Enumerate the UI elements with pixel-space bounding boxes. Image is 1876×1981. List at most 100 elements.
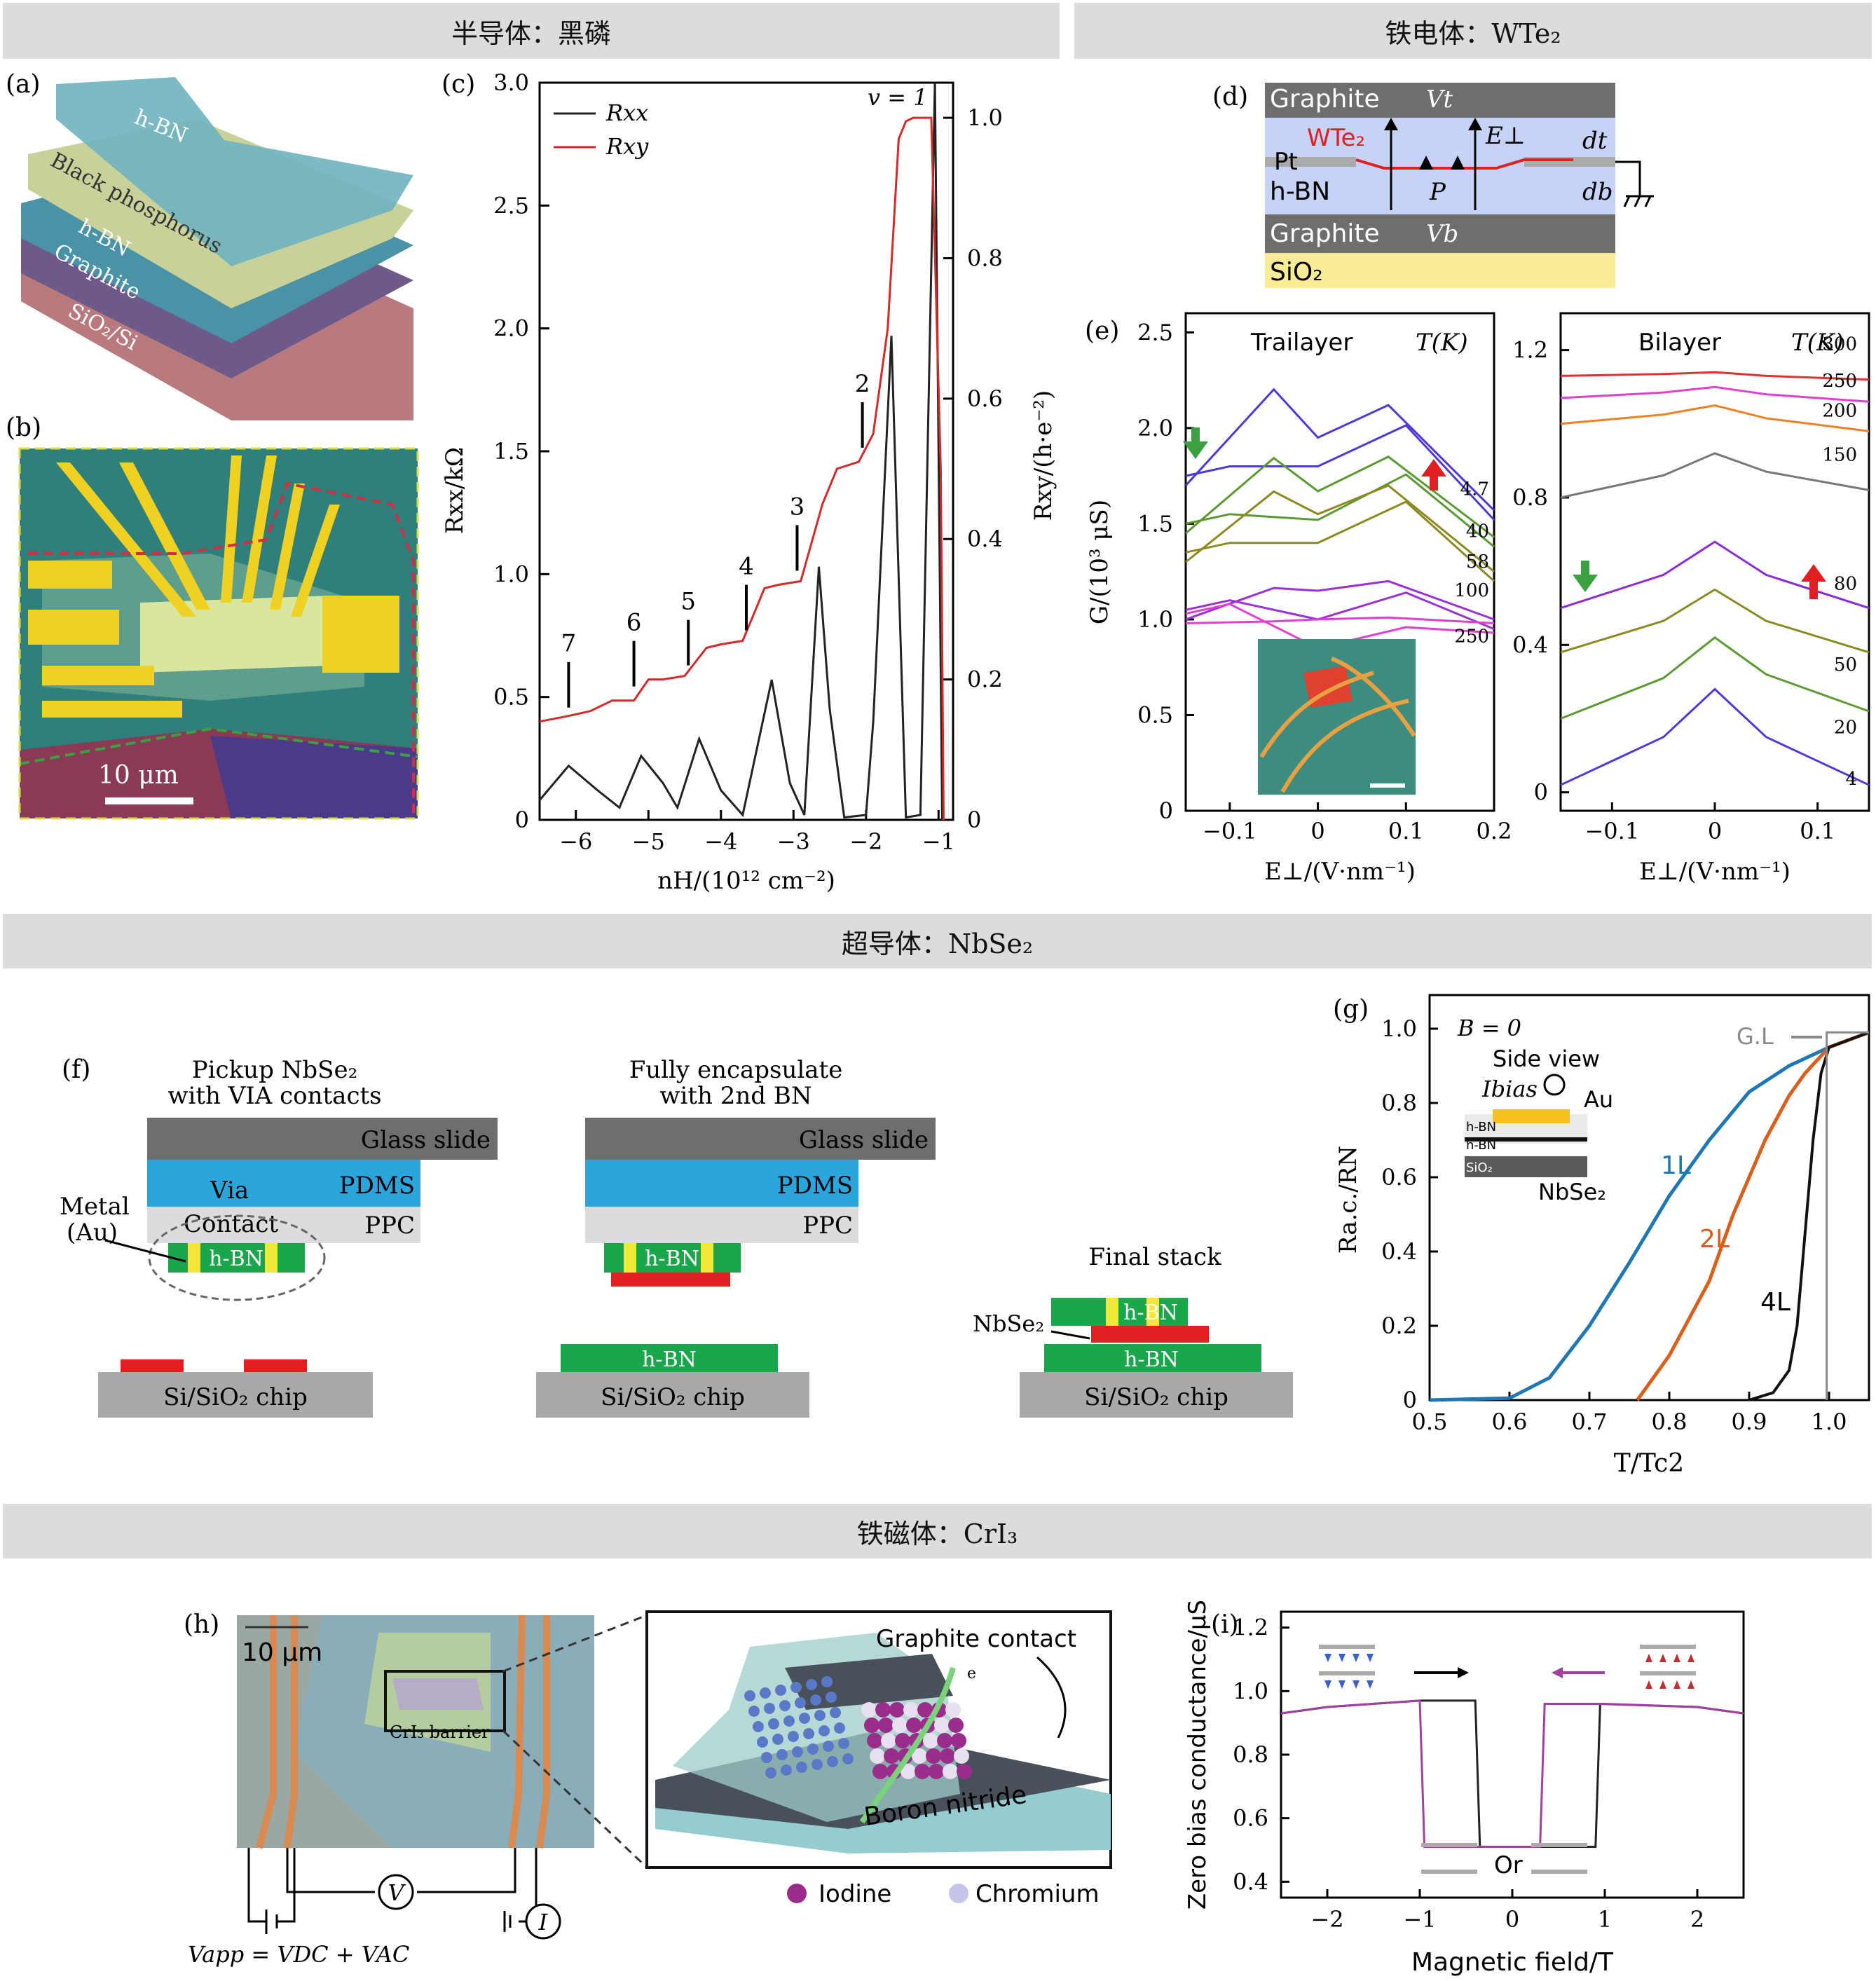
voltmeter-icon	[378, 1874, 414, 1910]
section-title: 半导体：黑磷	[451, 18, 611, 49]
iodine-atom	[870, 1748, 885, 1764]
series-sweep-up	[1280, 1699, 1744, 1848]
ppc-label-1: PPC	[364, 1212, 415, 1240]
via-label: Via	[210, 1177, 249, 1205]
x-tick-label: −6	[559, 828, 592, 855]
antiparallel-config-b-icon	[1531, 1843, 1587, 1874]
panel-label-a: (a)	[6, 70, 41, 99]
chromium-atom	[830, 1707, 841, 1718]
nbse2-final-label: NbSe₂	[973, 1310, 1044, 1337]
iodine-atom	[912, 1748, 927, 1764]
outline-green	[19, 727, 418, 765]
label-temperature-left: T(K)	[1416, 329, 1468, 357]
label-graphite-contact: Graphite contact	[876, 1625, 1076, 1653]
iodine-atom	[875, 1702, 891, 1718]
legend-iodine-label: Iodine	[819, 1880, 891, 1908]
filling-label: 6	[627, 609, 642, 637]
label-eperp: E⊥	[1485, 122, 1526, 150]
sio2-layer	[1265, 253, 1615, 288]
temperature-label: 300	[1822, 334, 1857, 355]
iodine-atom	[895, 1733, 910, 1748]
curve-100	[1185, 580, 1495, 621]
iodine-atom	[934, 1718, 950, 1733]
chromium-atom	[790, 1682, 802, 1693]
y-tick-label: 0.5	[493, 684, 529, 711]
y-tick-label: 3.0	[493, 69, 529, 96]
crystal-atoms	[744, 1676, 972, 1779]
label-or: Or	[1494, 1851, 1523, 1879]
curve-250	[1560, 385, 1870, 403]
panel-c-chart: 00.51.01.52.02.53.0 00.20.40.60.81.0 −6−…	[441, 69, 1057, 895]
y-tick-label: 1.5	[1137, 510, 1173, 537]
y-tick-label: 0	[1534, 779, 1548, 806]
hbn-bottom-label-2: h-BN	[642, 1348, 697, 1372]
label-temperature-right: T(K)	[1791, 329, 1844, 357]
iodine-atom	[872, 1764, 888, 1779]
panel-label-f: (f)	[62, 1055, 90, 1084]
scale-label-h: 10 μm	[242, 1638, 322, 1667]
i-y-ticks: 0.4 0.6 0.8 1.0 1.2	[1233, 1615, 1289, 1895]
left-y-ticks: 0 0.5 1.0 1.5 2.0 2.5	[1137, 319, 1194, 824]
hbn-top-final-label: h-BN	[1123, 1301, 1178, 1325]
x-tick-label: 2	[1690, 1906, 1704, 1933]
temperature-label: 4	[1845, 769, 1857, 790]
ppc-1	[147, 1207, 420, 1243]
inset-scale-bar	[1370, 783, 1405, 788]
series-4l-line	[1748, 1031, 1870, 1401]
chromium-atom	[792, 1746, 803, 1757]
electrodes-h	[256, 1615, 550, 1849]
iodine-atom	[901, 1764, 916, 1779]
y-axis-ticks: 0 0.5 1.0 1.5 2.0 2.5 3.0	[493, 69, 549, 833]
pdms-label-2: PDMS	[777, 1172, 853, 1200]
hbn-bottom-2	[561, 1344, 778, 1372]
graphite-bottom-layer	[1265, 214, 1615, 253]
hbn-top-layer	[56, 77, 413, 266]
nbse2-pointer	[1050, 1330, 1090, 1340]
zoom-box	[384, 1670, 506, 1732]
x-tick-label: 0.1	[1388, 818, 1424, 844]
temperature-label: 80	[1834, 573, 1857, 594]
x-tick-label: −5	[632, 828, 665, 855]
ground-icon	[1623, 195, 1654, 207]
iodine-atom	[951, 1733, 966, 1748]
electron-label: e	[967, 1665, 976, 1682]
iodine-atom	[915, 1764, 930, 1779]
label-wte2: WTe₂	[1307, 124, 1365, 152]
label-vapp: Vapp = VDC + VAC	[188, 1941, 409, 1968]
label-dt: dt	[1582, 127, 1608, 155]
chromium-atom	[842, 1753, 854, 1764]
glass-slide-1	[147, 1118, 498, 1160]
ppc-label-2: PPC	[802, 1212, 853, 1240]
inset-sio2-label: SiO₂	[1466, 1160, 1493, 1175]
glass-label-2: Glass slide	[799, 1126, 929, 1154]
final-stack-title: Final stack	[1088, 1243, 1221, 1271]
x-tick-label: 1.0	[1812, 1408, 1847, 1435]
temperature-label: 4.7	[1460, 479, 1489, 500]
y-tick-label: 2.0	[1137, 415, 1173, 441]
label-au: Au	[1584, 1086, 1613, 1113]
temperature-label: 250	[1454, 626, 1489, 647]
chip-3	[1020, 1372, 1293, 1418]
panel-f-process: Pickup NbSe₂ with VIA contacts Glass sli…	[60, 1056, 1293, 1418]
legend-rxx-label: Rxx	[605, 100, 648, 126]
chromium-atom	[772, 1734, 783, 1745]
nbse2-flake-b	[244, 1359, 307, 1372]
curve-200	[1560, 404, 1870, 432]
spin-config-up-icon	[1640, 1645, 1696, 1689]
x-tick-label: −0.1	[1584, 818, 1639, 844]
x-tick-label: 0.6	[1492, 1408, 1528, 1435]
nbse2-final	[1091, 1326, 1209, 1343]
right-x-ticks: −0.1 0 0.1	[1584, 802, 1835, 844]
y-tick-label: 0.8	[1381, 1090, 1417, 1116]
polarization-arrow	[1419, 156, 1433, 170]
y2-tick-label: 0.2	[967, 666, 1003, 693]
chromium-atom	[812, 1759, 823, 1770]
x-tick-label: 0	[1505, 1906, 1519, 1933]
chromium-atom	[776, 1749, 788, 1760]
y2-tick-label: 0.4	[967, 526, 1003, 552]
iodine-atom	[892, 1718, 908, 1733]
pdms-label-1: PDMS	[339, 1172, 415, 1200]
panel-label-g: (g)	[1333, 995, 1369, 1024]
y-axis-label-e: G/(10³ μS)	[1086, 500, 1114, 624]
iodine-atom	[957, 1764, 972, 1779]
